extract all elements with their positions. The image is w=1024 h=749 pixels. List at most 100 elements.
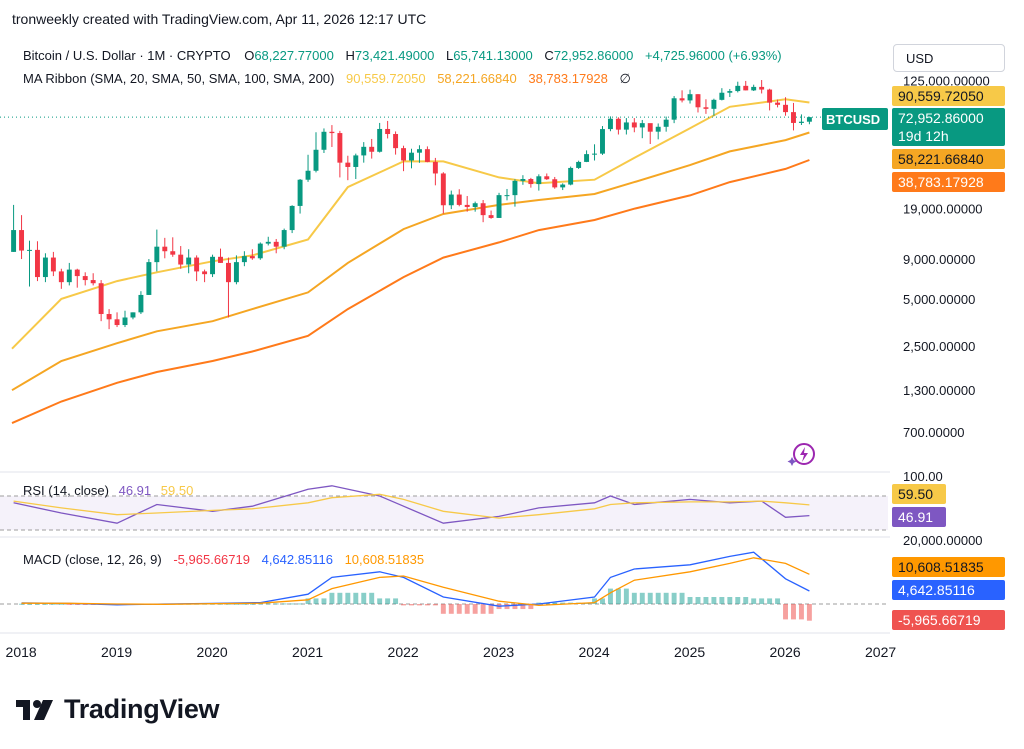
- open-label: O: [244, 48, 255, 63]
- macd-hist-bar: [74, 604, 80, 605]
- price-tick-label: 1,300.00000: [903, 383, 975, 398]
- macd-hist-bar: [488, 604, 494, 614]
- candle-body: [122, 317, 128, 326]
- macd-hist-bar: [615, 588, 621, 604]
- macd-hist-bar: [416, 604, 422, 606]
- ma-line-1: [11, 131, 810, 392]
- candle-body: [504, 195, 510, 197]
- close-label: C: [544, 48, 554, 63]
- candle-body: [194, 257, 200, 272]
- macd-hist-bar: [313, 598, 319, 604]
- candle-countdown: 19d 12h: [898, 128, 949, 144]
- candle-body: [663, 119, 669, 127]
- candle-body: [751, 86, 757, 91]
- lightning-icon[interactable]: [787, 441, 817, 471]
- macd-hist-bar: [623, 588, 629, 604]
- macd-hist-bar: [34, 603, 40, 605]
- candle-body: [297, 179, 303, 206]
- candle-body: [623, 122, 629, 130]
- candle-body: [584, 154, 590, 162]
- candle-body: [66, 269, 72, 283]
- macd-hist-tag-bg: [892, 610, 1005, 630]
- candle-body: [711, 99, 717, 109]
- macd-hist-bar: [775, 598, 781, 604]
- candle-body: [98, 283, 104, 315]
- rsi-title: RSI (14, close): [23, 483, 109, 498]
- macd-hist-bar: [480, 604, 486, 614]
- ma-ribbon-legend[interactable]: MA Ribbon (SMA, 20, SMA, 50, SMA, 100, S…: [23, 71, 631, 87]
- candle-body: [82, 276, 88, 281]
- ma-line-0: [11, 98, 810, 350]
- candle-body: [265, 241, 271, 244]
- year-tick-label: 2022: [388, 644, 419, 660]
- candle-body: [512, 180, 518, 196]
- macd-hist-bar: [289, 603, 295, 605]
- year-tick-label: 2018: [6, 644, 37, 660]
- macd-hist-bar: [711, 597, 717, 604]
- macd-hist-bar: [257, 603, 263, 605]
- rsi-ma-value: 59.50: [160, 483, 194, 498]
- macd-hist-bar: [791, 604, 796, 620]
- macd-hist-bar: [369, 592, 375, 604]
- price-tick-label: 2,500.00000: [903, 339, 975, 354]
- candle-body: [528, 179, 534, 185]
- macd-hist-bar: [472, 604, 478, 614]
- currency-button[interactable]: USD: [893, 44, 1005, 72]
- ma-ribbon-title: MA Ribbon (SMA, 20, SMA, 50, SMA, 100, S…: [23, 71, 335, 86]
- last-price-tag-bg: [892, 108, 1005, 146]
- candle-body: [257, 243, 263, 259]
- rsi-legend[interactable]: RSI (14, close) 46.91 59.50: [23, 483, 193, 498]
- macd-hist-bar: [719, 597, 725, 604]
- candle-body: [759, 86, 765, 90]
- candle-body: [695, 94, 701, 108]
- symbol-tag-bg: [822, 108, 888, 130]
- macd-hist-bar: [663, 592, 669, 604]
- tradingview-logo-icon: [16, 699, 53, 720]
- macd-hist-bar: [401, 604, 407, 606]
- candle-body: [647, 123, 653, 132]
- macd-title: MACD (close, 12, 26, 9): [23, 552, 162, 567]
- candle-body: [321, 131, 327, 150]
- price-tick-label: 9,000.00000: [903, 252, 975, 267]
- candle-body: [409, 152, 414, 161]
- candle-body: [791, 112, 796, 123]
- tradingview-logo-text: TradingView: [64, 694, 220, 724]
- macd-hist-bar: [520, 604, 526, 610]
- macd-hist-bar: [695, 597, 701, 604]
- macd-hist-bar: [600, 598, 605, 604]
- macd-hist-bar: [536, 602, 542, 604]
- macd-hist-bar: [464, 604, 470, 614]
- candle-body: [679, 98, 685, 101]
- candle-body: [154, 246, 160, 263]
- candle-body: [775, 102, 781, 105]
- macd-legend[interactable]: MACD (close, 12, 26, 9) -5,965.66719 4,6…: [23, 552, 424, 567]
- candle-body: [393, 134, 399, 149]
- macd-hist-bar: [393, 598, 399, 604]
- macd-hist-bar: [377, 598, 383, 604]
- candle-body: [520, 179, 526, 181]
- macd-hist-bar: [448, 604, 454, 614]
- candle-body: [19, 230, 25, 251]
- symbol-tag: BTCUSD: [826, 112, 880, 127]
- candle-body: [170, 251, 176, 255]
- year-tick-label: 2027: [865, 644, 896, 660]
- macd-hist-bar: [592, 598, 597, 604]
- macd-hist-bar: [321, 598, 327, 604]
- rsi-tag-bg: [892, 507, 946, 527]
- macd-hist-bar: [424, 604, 430, 606]
- macd-hist-bar: [27, 603, 32, 605]
- candle-body: [90, 280, 96, 284]
- last-price-tag: 72,952.86000: [898, 110, 984, 126]
- candle-body: [305, 170, 311, 180]
- macd-hist-bar: [329, 592, 335, 604]
- ma100-value: 38,783.17928: [528, 71, 608, 86]
- candle-body: [273, 241, 279, 247]
- candle-body: [249, 256, 255, 259]
- macd-hist-bar: [432, 604, 438, 606]
- low-label: L: [446, 48, 454, 63]
- ma50-price-tag-bg: [892, 149, 1005, 169]
- close-value: 72,952.86000: [553, 48, 634, 63]
- tradingview-logo[interactable]: TradingView: [16, 694, 220, 725]
- rsi-ma-tag: 59.50: [898, 486, 933, 502]
